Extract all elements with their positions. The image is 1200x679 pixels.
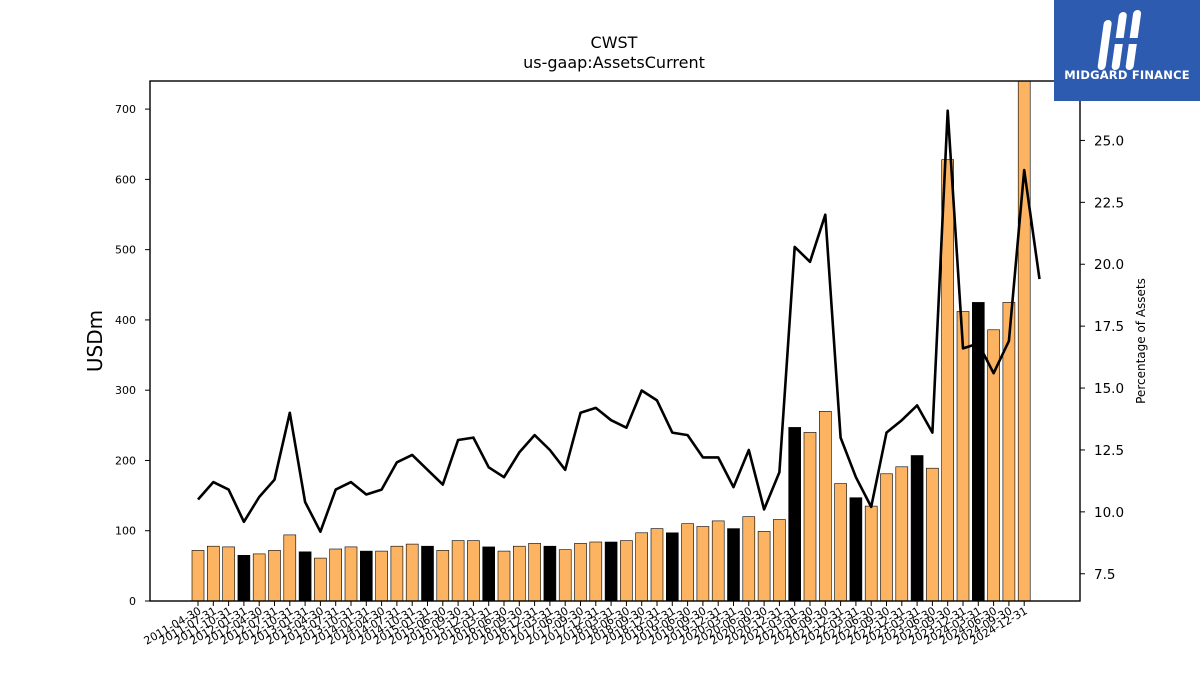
bar	[849, 497, 863, 601]
y2-tick-label: 22.5	[1094, 195, 1124, 211]
bar	[818, 410, 832, 601]
bar	[681, 523, 694, 601]
axes-group: 0 100 200 300 400 500 600 700 7.5 10.0 12.5 15.0 17.…	[115, 80, 1124, 648]
y-axis-label: USDm	[83, 310, 107, 372]
y-tick-label: 700	[115, 103, 136, 116]
bar	[926, 467, 939, 601]
bar	[222, 546, 235, 601]
bar	[803, 432, 817, 601]
bar	[620, 540, 633, 601]
y2-tick-label: 7.5	[1094, 567, 1115, 583]
bar	[635, 532, 649, 601]
bar	[467, 540, 480, 601]
bar	[788, 427, 802, 601]
bar	[727, 528, 740, 601]
bar	[834, 483, 847, 601]
series-line	[197, 109, 1041, 534]
bar	[971, 302, 985, 601]
bar	[451, 540, 465, 601]
bar	[314, 557, 327, 601]
bar	[528, 543, 541, 601]
bar	[344, 546, 358, 601]
bar	[574, 543, 587, 601]
logo-mark-icon	[1097, 10, 1142, 70]
bar	[436, 550, 450, 601]
logo-text: MIDGARD FINANCE	[1064, 68, 1190, 82]
y-tick-label: 200	[115, 454, 136, 467]
bar	[543, 545, 557, 601]
y2-tick-label: 12.5	[1094, 443, 1124, 459]
bar	[237, 554, 251, 601]
bar	[757, 531, 771, 601]
bar	[864, 505, 878, 601]
bar	[696, 526, 710, 601]
bar	[650, 528, 664, 601]
bar	[589, 541, 603, 601]
bar-group	[191, 81, 1031, 601]
bar	[1017, 81, 1031, 601]
midgard-finance-logo: MIDGARD FINANCE	[1054, 0, 1200, 101]
bar	[207, 545, 220, 601]
bar	[283, 534, 297, 601]
bar	[497, 550, 511, 601]
y-tick-label: 500	[115, 244, 136, 257]
line-group	[197, 109, 1041, 534]
bar	[421, 545, 434, 601]
y-tick-label: 300	[115, 384, 136, 397]
bar	[956, 311, 970, 601]
bar	[773, 519, 786, 601]
bar	[390, 545, 404, 601]
bar	[375, 550, 388, 601]
chart-title: CWST	[591, 33, 638, 52]
plot-frame	[149, 80, 1081, 602]
y2-axis-label: Percentage of Assets	[1134, 278, 1148, 404]
y-tick-label: 100	[115, 525, 136, 538]
y2-tick-label: 25.0	[1094, 133, 1124, 149]
bar	[298, 551, 312, 601]
bar	[665, 532, 679, 601]
bar	[191, 550, 205, 601]
bar	[359, 550, 373, 601]
bar	[512, 545, 526, 601]
bar	[252, 553, 266, 601]
y-tick-label: 600	[115, 173, 136, 186]
bar	[405, 543, 419, 601]
y-tick-label: 0	[129, 595, 136, 608]
bar	[742, 516, 756, 601]
y2-tick-label: 20.0	[1094, 257, 1124, 273]
y-tick-label: 400	[115, 314, 136, 327]
bar	[880, 473, 893, 601]
bar	[558, 549, 572, 601]
bar	[329, 548, 343, 601]
y2-tick-label: 15.0	[1094, 381, 1124, 397]
bar	[268, 550, 281, 601]
y2-tick-label: 10.0	[1094, 505, 1124, 521]
bar	[1002, 302, 1016, 601]
bar	[910, 455, 924, 601]
bar	[604, 541, 618, 601]
bar	[987, 329, 1000, 601]
bar	[895, 466, 909, 601]
chart-subtitle: us-gaap:AssetsCurrent	[523, 53, 705, 72]
bar	[711, 520, 725, 601]
y2-tick-label: 17.5	[1094, 319, 1124, 335]
bar	[482, 546, 496, 601]
